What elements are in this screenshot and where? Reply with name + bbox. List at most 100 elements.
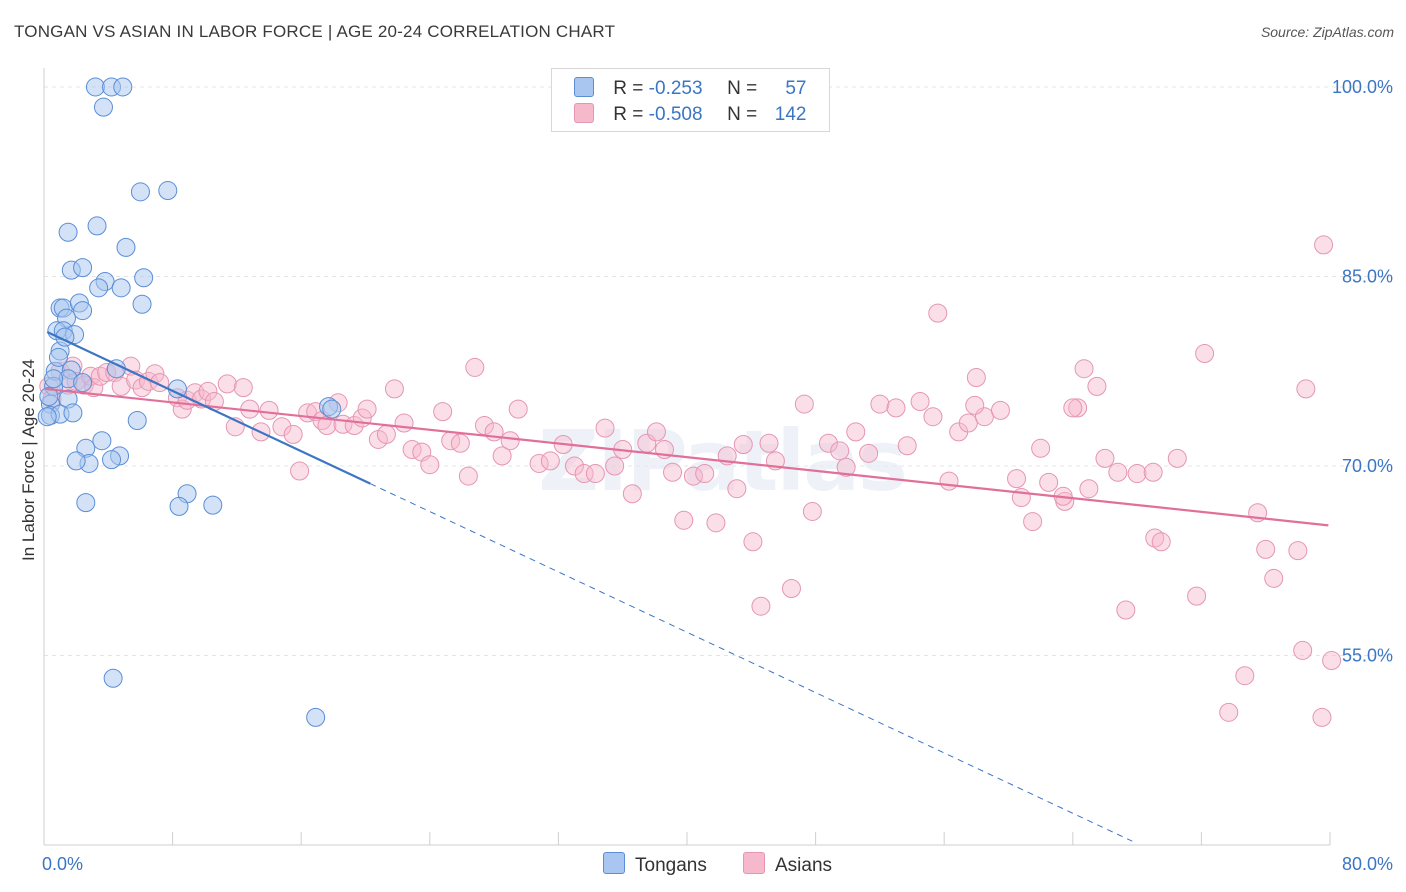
y-tick-label: 85.0% — [1342, 266, 1393, 286]
asian-point — [1322, 651, 1342, 671]
asian-point — [1031, 438, 1051, 458]
asian-point — [1127, 464, 1147, 484]
asian-point — [605, 456, 625, 476]
tongan-trend-extension — [370, 483, 1133, 842]
tongan-point — [127, 410, 147, 430]
asian-point — [376, 424, 396, 444]
legend-row-asians: R = -0.508 N = 142 — [574, 103, 807, 126]
x-tick-label: 0.0% — [42, 854, 83, 874]
asian-point — [990, 400, 1010, 420]
legend-r-label: R = — [613, 78, 644, 99]
asian-point — [1095, 448, 1115, 468]
tongan-point — [73, 301, 93, 321]
legend-n-value: 142 — [774, 104, 807, 125]
tongan-trend-line — [46, 331, 371, 485]
axes — [43, 68, 1331, 846]
legend-swatch-tongans — [574, 77, 594, 97]
asian-point — [794, 394, 814, 414]
y-axis-label: In Labor Force | Age 20-24 — [19, 359, 38, 561]
tongan-point — [73, 258, 93, 278]
asian-point — [622, 484, 642, 504]
asian-point — [1063, 398, 1083, 418]
tongan-point — [158, 181, 178, 201]
asian-point — [759, 433, 779, 453]
asian-point — [1039, 472, 1059, 492]
tongan-point — [113, 77, 133, 97]
asian-point — [939, 471, 959, 491]
asian-point — [818, 433, 838, 453]
asian-point — [1167, 448, 1187, 468]
bottom-legend-swatch-asians — [743, 852, 765, 874]
asian-point — [394, 413, 414, 433]
tongan-point — [92, 431, 112, 451]
asian-point — [1195, 344, 1215, 364]
legend-n-label: N = — [727, 104, 758, 125]
asian-point — [1023, 512, 1043, 532]
legend-row-tongans: R = -0.253 N = 57 — [574, 77, 807, 100]
asian-point — [1116, 600, 1136, 620]
tongan-point — [116, 237, 136, 257]
asian-point — [1079, 479, 1099, 499]
asian-point — [1143, 462, 1163, 482]
asian-point — [1187, 586, 1207, 606]
asian-series — [39, 235, 1342, 727]
asian-point — [706, 513, 726, 533]
tongan-point — [73, 373, 93, 393]
asian-point — [958, 413, 978, 433]
asian-point — [836, 457, 856, 477]
tongan-point — [48, 347, 68, 367]
y-tick-label: 55.0% — [1342, 645, 1393, 665]
asian-point — [683, 466, 703, 486]
asian-point — [529, 453, 549, 473]
tongan-point — [66, 451, 86, 471]
bottom-legend-tongans: Tongans — [603, 852, 707, 877]
asian-point — [1145, 528, 1165, 548]
asian-point — [751, 596, 771, 616]
asian-point — [357, 399, 377, 419]
tongan-point — [85, 77, 105, 97]
asian-point — [283, 424, 303, 444]
asian-point — [910, 392, 930, 412]
asian-point — [802, 501, 822, 521]
tongan-point — [87, 216, 107, 236]
legend-r-value: -0.253 — [648, 78, 703, 99]
asian-point — [646, 422, 666, 442]
tongan-point — [76, 493, 96, 513]
asian-point — [574, 464, 594, 484]
asian-point — [585, 464, 605, 484]
asian-point — [886, 398, 906, 418]
legend-swatch-asians — [574, 103, 594, 123]
asian-point — [1264, 568, 1284, 588]
asian-point — [781, 579, 801, 599]
tongan-point — [130, 182, 150, 202]
legend-n-value: 57 — [785, 78, 807, 99]
legend-n-label: N = — [727, 78, 758, 99]
asian-point — [830, 441, 850, 461]
legend-r-label: R = — [613, 104, 644, 125]
asian-point — [1256, 539, 1276, 559]
tongan-point — [37, 407, 57, 427]
asian-point — [198, 381, 218, 401]
asian-point — [663, 462, 683, 482]
asian-point — [859, 443, 879, 463]
asian-point — [1235, 666, 1255, 686]
tongan-point — [169, 496, 189, 516]
legend-r-value: -0.508 — [648, 104, 703, 125]
asian-point — [595, 418, 615, 438]
asian-point — [733, 434, 753, 454]
asian-point — [897, 436, 917, 456]
correlation-legend: R = -0.253 N = 57 R = -0.508 N = 142 — [551, 68, 830, 132]
asian-point — [923, 407, 943, 427]
bottom-legend-asians: Asians — [743, 852, 832, 877]
tongan-point — [39, 386, 59, 406]
asian-point — [966, 368, 986, 388]
asian-point — [1074, 359, 1094, 379]
asian-point — [233, 378, 253, 398]
asian-point — [1296, 379, 1316, 399]
asian-point — [1108, 462, 1128, 482]
bottom-legend-swatch-tongans — [603, 852, 625, 874]
asian-point — [433, 402, 453, 422]
x-tick-label: 80.0% — [1342, 854, 1393, 874]
tick-labels: 55.0% 70.0% 85.0% 100.0% 0.0% 80.0% — [42, 77, 1393, 874]
